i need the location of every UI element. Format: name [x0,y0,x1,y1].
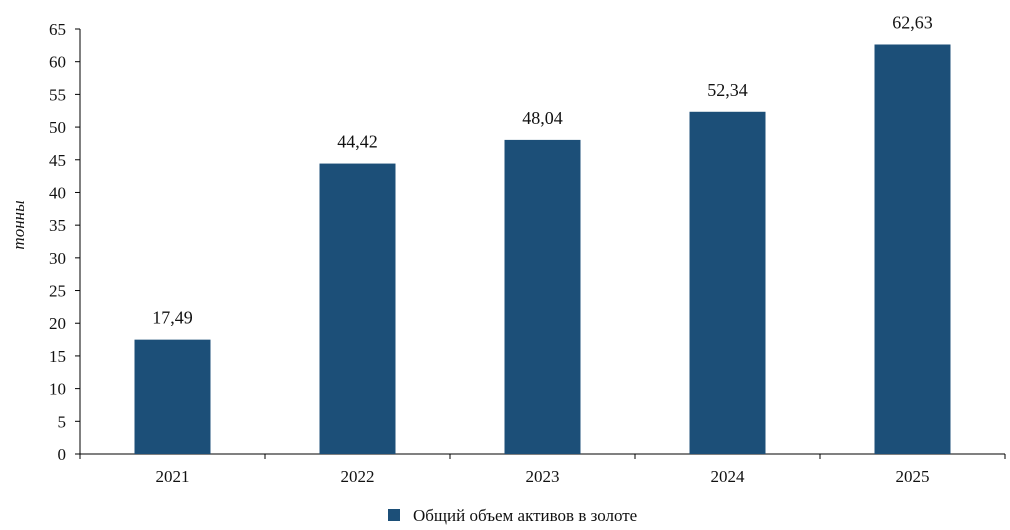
data-label-2022: 44,42 [337,132,378,152]
y-tick-label: 25 [49,282,66,301]
bar-2022 [319,163,396,455]
y-axis: 0 5 10 15 20 25 30 35 40 45 50 55 60 65 [49,20,81,464]
x-tick-label: 2024 [711,467,746,486]
y-tick-label: 45 [49,151,66,170]
y-axis-title: тонны [9,200,28,249]
data-label-2025: 62,63 [892,12,933,32]
x-tick-label: 2022 [341,467,375,486]
y-tick-label: 20 [49,314,66,333]
data-label-2021: 17,49 [152,308,193,328]
y-tick-label: 0 [58,445,67,464]
x-axis: 2021 2022 2023 2024 2025 [79,453,1006,486]
y-tick-label: 35 [49,216,66,235]
legend-label: Общий объем активов в золоте [413,506,637,525]
bar-2021 [134,339,211,454]
y-tick-label: 30 [49,249,66,268]
data-label-2024: 52,34 [707,80,748,100]
y-tick-label: 55 [49,85,66,104]
legend-swatch [388,509,400,521]
bar-2024 [689,111,766,455]
x-tick-label: 2023 [526,467,560,486]
data-label-2023: 48,04 [522,108,563,128]
y-tick-label: 5 [58,412,67,431]
bar-2025 [874,44,951,454]
bars [134,44,951,455]
x-tick-label: 2025 [896,467,930,486]
y-tick-label: 60 [49,53,66,72]
y-tick-label: 10 [49,380,66,399]
data-labels: 17,49 44,42 48,04 52,34 62,63 [152,12,933,327]
y-tick-label: 15 [49,347,66,366]
bar-2023 [504,139,581,454]
y-tick-label: 40 [49,183,66,202]
y-tick-label: 50 [49,118,66,137]
y-tick-label: 65 [49,20,66,39]
legend: Общий объем активов в золоте [388,506,637,525]
x-tick-label: 2021 [156,467,190,486]
